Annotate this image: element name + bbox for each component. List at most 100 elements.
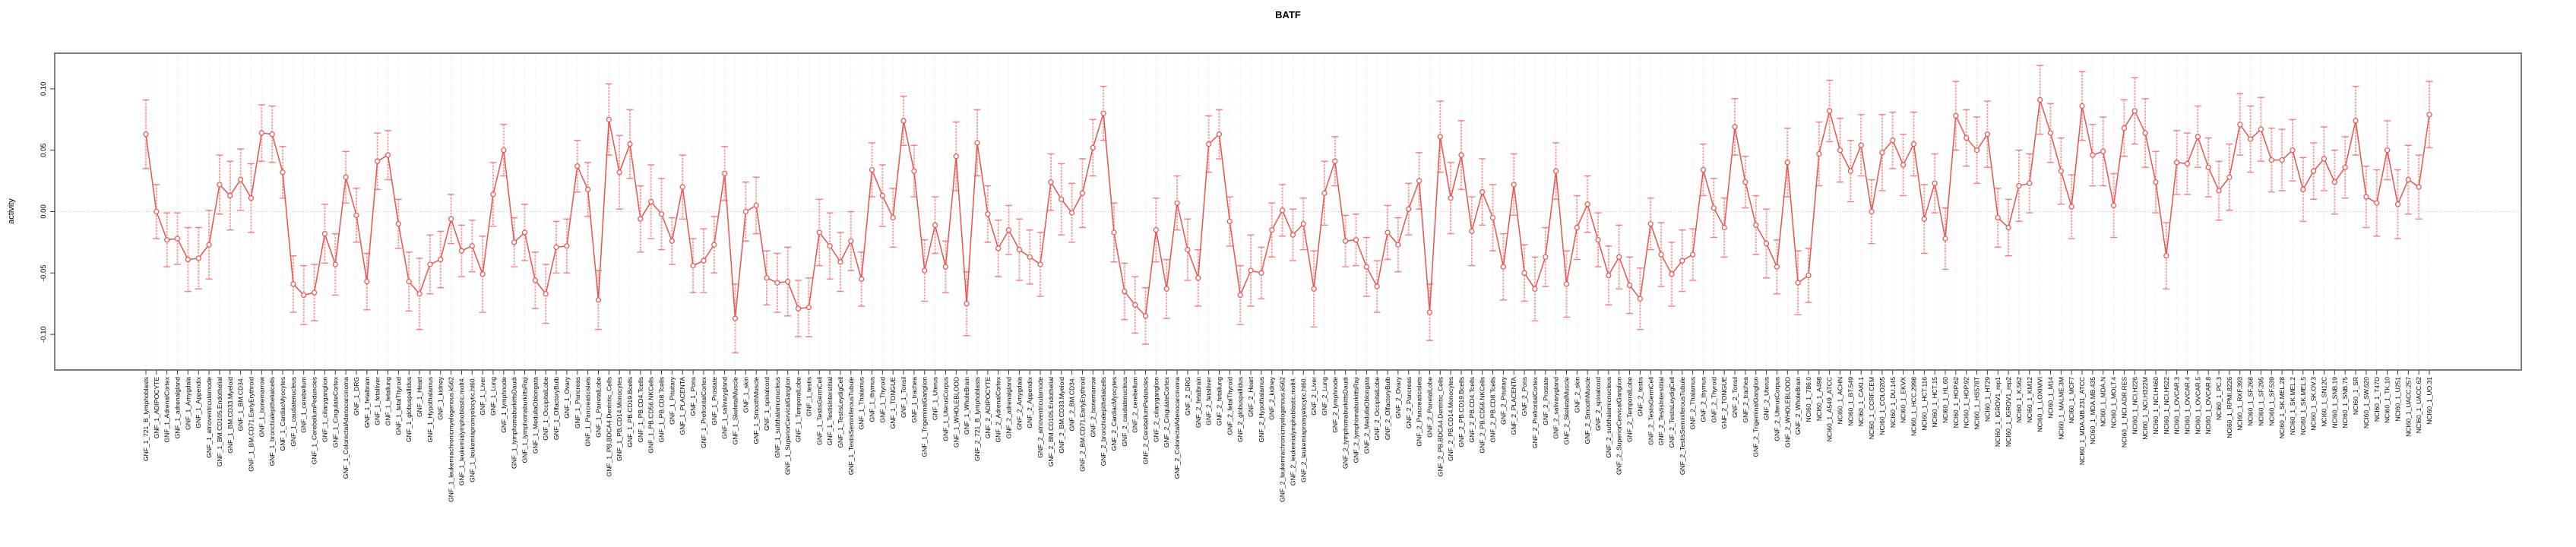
data-point [1984,131,1990,138]
x-axis-label: GNF_1_ColorectalAdenocarcinoma [342,377,350,479]
x-axis-label: NCI60_1_NCI.H460 [2152,377,2160,435]
x-axis-label: NCI60_1_SF.295 [2257,377,2264,426]
data-point [1437,134,1443,140]
x-axis-label: GNF_1_salivarygland [721,377,729,439]
x-axis-label: GNF_1_SkeletalMuscle [731,377,739,445]
x-axis-label: NCI60_1_OVCAR.5 [2194,377,2201,435]
data-point [1900,162,1907,168]
x-axis-label: GNF_2_lymphomaburkittsDaudi [1342,377,1350,469]
x-axis-label: NCI60_1_HOP.62 [1952,377,1960,428]
x-axis-label: GNF_2_kidney [1268,376,1276,419]
x-axis-label: GNF_2_Pancreaticislets [1416,377,1423,447]
data-point [217,182,223,188]
data-point [1016,247,1022,253]
x-axis-label: GNF_1_TestisInterstitial [826,377,834,445]
x-axis-label: GNF_1_leukemiapromyelocytic.hl60. [468,377,476,482]
data-point [1027,254,1033,260]
data-point [490,191,496,198]
data-point [1469,228,1475,234]
data-point [195,255,201,261]
data-point [1532,286,1538,292]
x-axis-label: GNF_1_Lung [489,377,497,416]
data-point [1385,229,1391,236]
data-point [343,174,349,180]
data-point [1795,280,1801,286]
data-point [479,271,486,277]
x-axis-label: GNF_1_TONGUE [889,377,897,429]
data-point [416,291,422,297]
x-axis-label: NCI60_1_CAKI.1 [1857,377,1865,426]
x-axis-label: GNF_1_TrigeminalGanglion [921,377,929,457]
data-point [658,211,665,217]
data-point [2279,157,2285,163]
data-point [1343,238,1349,244]
x-axis-label: NCI60_1_SNB.75 [2341,377,2349,428]
x-axis-label: NCI60_1_K.562 [2015,377,2023,423]
x-axis-label: NCI60_1_SW.620 [2362,377,2370,428]
x-axis-label: GNF_1_PB.CD19.Bcells [626,377,634,447]
data-point [543,291,549,297]
x-axis-label: GNF_2_fetalbrain [1195,377,1202,428]
x-axis-label: GNF_2_Amygdala [1015,377,1023,430]
data-point [395,221,401,227]
x-axis-label: GNF_1_bonemarrow [258,376,265,437]
x-axis-label: NCI60_1_OVCAR.3 [2173,377,2181,435]
data-point [1805,272,1812,279]
data-point [1626,282,1633,289]
data-point [701,258,707,264]
data-point [1163,286,1169,292]
x-axis-label: GNF_1_Uterus [932,377,939,420]
x-axis-label: GNF_1_fetalliver [374,377,381,425]
data-point [532,277,538,283]
data-point [585,186,591,193]
x-axis-label: GNF_2_PB.CD4.Tcells [1468,377,1476,442]
x-axis-label: GNF_2_WHOLEBLOOD [1783,377,1791,447]
data-point [164,237,170,243]
data-point [848,238,854,244]
data-point [1606,272,1612,279]
data-point [1426,309,1433,315]
x-axis-label: NCI60_1_NCI.H522 [2163,377,2170,435]
data-point [301,292,307,299]
data-point [448,216,454,222]
x-axis-label: GNF_2_Prostate [1542,377,1549,425]
data-point [2174,160,2180,166]
data-point [1458,152,1464,158]
x-axis-label: NCI60_1_SK.OV.3 [2310,377,2318,431]
data-point [1932,180,1938,186]
x-axis-label: GNF_1_ParietalLobe [594,377,602,438]
data-point [2142,130,2148,136]
data-point [1069,210,1075,216]
x-axis-label: GNF_2_OccipitalLobe [1373,377,1381,441]
x-axis-label: GNF_2_TestisSeminiferousTubule [1679,377,1686,475]
data-point [311,289,318,296]
x-axis-label: NCI60_1_HCC.2998 [1910,377,1917,436]
x-axis-label: GNF_2_ciliaryganglion [1152,377,1160,442]
x-axis-label: NCI60_1_DU.145 [1889,377,1897,428]
data-point [2079,103,2085,109]
data-point [1784,160,1790,166]
data-point [1837,147,1843,153]
x-axis-label: GNF_1_PLACENTA [679,377,686,435]
data-point [764,275,770,281]
data-point [2300,186,2306,193]
x-axis-label: NCI60_1_HCT.15 [1931,377,1938,428]
x-axis-label: GNF_2_Ovary [1394,376,1402,419]
data-point [595,297,602,303]
x-axis-label: NCI60_1_HOP.92 [1963,377,1970,428]
x-axis-label: NCI60_1_COLO205 [1878,377,1886,435]
x-axis-label: GNF_1_Hypothalamus [426,377,434,442]
data-point [269,131,275,138]
data-point [785,279,791,285]
x-axis-label: NCI60_1_MALME.3M [2057,377,2065,440]
x-axis-label: NCI60_1_UACC.62 [2415,377,2423,433]
data-point [321,230,328,237]
data-point [1995,214,2001,221]
data-point [511,239,517,245]
data-point [964,301,970,307]
data-point [2237,122,2243,128]
data-point [1111,229,1117,236]
x-axis-label: GNF_2_PB.CD8.Tcells [1489,377,1497,442]
x-axis-label: GNF_1_trachea [910,377,918,423]
data-point [1416,178,1422,184]
